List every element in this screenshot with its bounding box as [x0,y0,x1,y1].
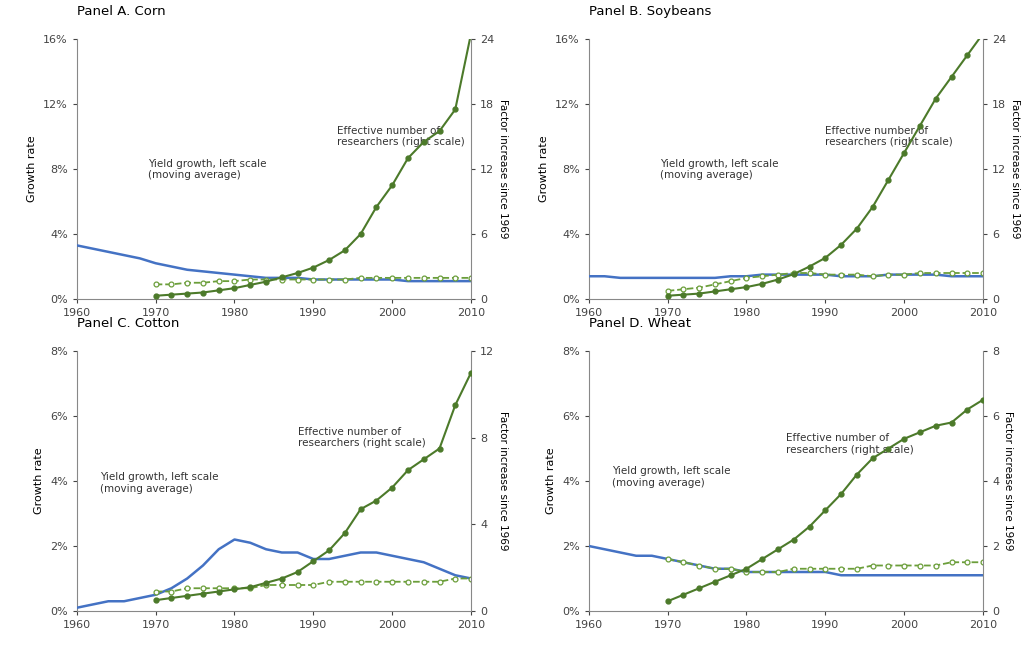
Y-axis label: Factor increase since 1969: Factor increase since 1969 [1011,99,1020,239]
Text: Yield growth, left scale
(moving average): Yield growth, left scale (moving average… [659,159,778,180]
Y-axis label: Growth rate: Growth rate [540,136,550,202]
Text: Yield growth, left scale
(moving average): Yield growth, left scale (moving average… [100,473,219,494]
Y-axis label: Growth rate: Growth rate [28,136,38,202]
Y-axis label: Factor increase since 1969: Factor increase since 1969 [1004,411,1013,551]
Y-axis label: Factor increase since 1969: Factor increase since 1969 [499,99,508,239]
Text: Effective number of
researchers (right scale): Effective number of researchers (right s… [337,125,465,148]
Y-axis label: Growth rate: Growth rate [547,448,556,514]
Y-axis label: Factor increase since 1969: Factor increase since 1969 [498,411,508,551]
Text: Panel D. Wheat: Panel D. Wheat [589,317,691,330]
Text: Panel B. Soybeans: Panel B. Soybeans [589,5,712,18]
Text: Effective number of
researchers (right scale): Effective number of researchers (right s… [785,434,913,455]
Text: Effective number of
researchers (right scale): Effective number of researchers (right s… [298,427,425,448]
Text: Yield growth, left scale
(moving average): Yield growth, left scale (moving average… [612,466,731,488]
Text: Yield growth, left scale
(moving average): Yield growth, left scale (moving average… [147,159,266,180]
Text: Panel A. Corn: Panel A. Corn [77,5,166,18]
Y-axis label: Growth rate: Growth rate [35,448,44,514]
Text: Effective number of
researchers (right scale): Effective number of researchers (right s… [825,125,953,148]
Text: Panel C. Cotton: Panel C. Cotton [77,317,179,330]
